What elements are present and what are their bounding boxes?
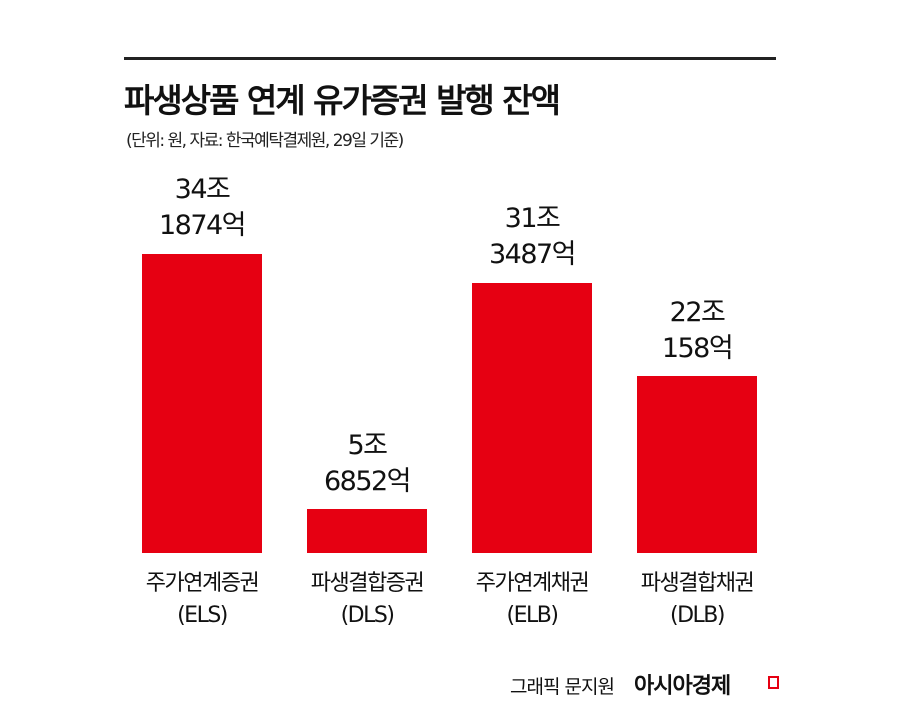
- value-label: 5조 6852억: [323, 430, 412, 497]
- bar-dlb: [637, 376, 757, 553]
- bar-els: [142, 254, 262, 553]
- top-rule: [124, 57, 776, 60]
- chart-title: 파생상품 연계 유가증권 발행 잔액: [124, 81, 561, 120]
- brand-mark-icon: [768, 676, 779, 689]
- value-label: 34조 1874억: [158, 174, 247, 241]
- category-label: 주가연계채권 (ELB): [475, 571, 590, 628]
- value-label: 22조 158억: [661, 297, 734, 364]
- graphic-credit: 그래픽 문지원: [510, 676, 615, 698]
- category-label: 파생결합채권 (DLB): [640, 571, 755, 628]
- category-label: 파생결합증권 (DLS): [310, 571, 425, 628]
- category-label: 주가연계증권 (ELS): [145, 571, 260, 628]
- chart-subtitle: (단위: 원, 자료: 한국예탁결제원, 29일 기준): [126, 131, 404, 151]
- bar-dls: [307, 509, 427, 553]
- value-label: 31조 3487억: [488, 203, 577, 270]
- bar-elb: [472, 283, 592, 553]
- brand-logo: 아시아경제: [634, 674, 731, 699]
